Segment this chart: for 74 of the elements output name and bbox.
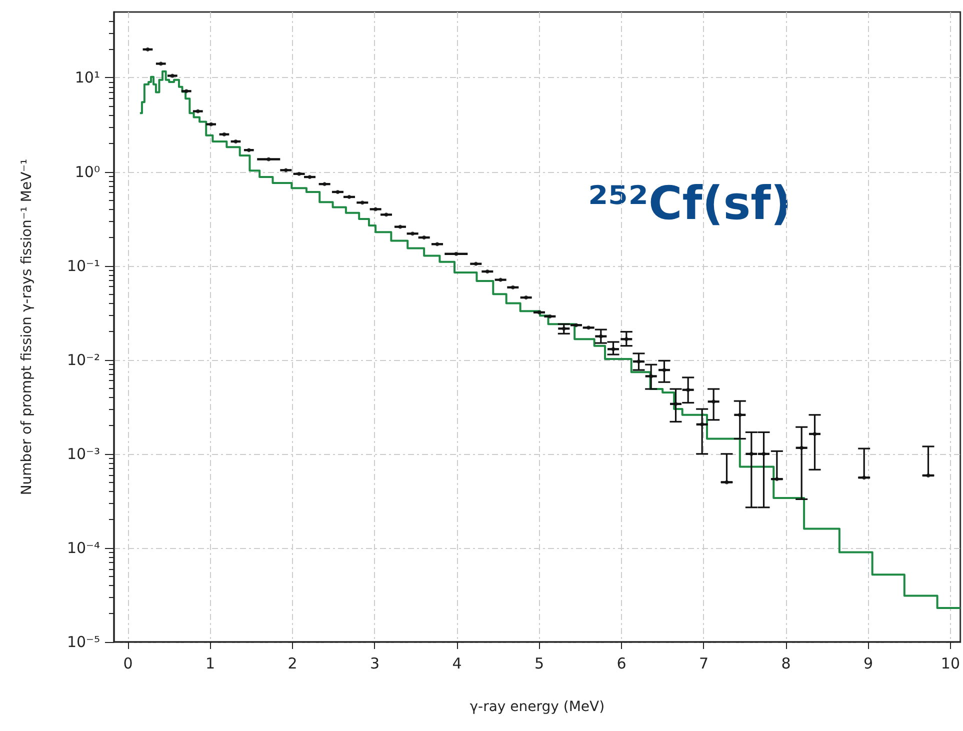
- point: [537, 310, 542, 314]
- point: [649, 374, 654, 378]
- point: [422, 236, 426, 240]
- point: [374, 207, 378, 212]
- y-tick-label: 10⁻¹: [66, 256, 100, 275]
- point: [812, 432, 817, 436]
- y-tick-label: 10⁻²: [66, 350, 100, 369]
- point: [800, 446, 804, 450]
- point: [562, 326, 566, 331]
- point: [347, 194, 352, 199]
- point: [598, 334, 603, 338]
- x-tick-label: 7: [698, 654, 708, 672]
- x-tick-label: 10: [940, 654, 960, 672]
- x-tick-label: 0: [123, 654, 133, 672]
- x-tick-label: 5: [534, 654, 544, 672]
- point: [158, 62, 163, 66]
- point: [498, 278, 503, 282]
- point: [297, 172, 302, 176]
- point: [454, 252, 458, 256]
- point: [712, 400, 716, 404]
- point: [738, 412, 742, 417]
- point: [398, 224, 402, 229]
- point: [624, 337, 628, 342]
- point: [548, 314, 552, 318]
- y-tick-label: 10⁰: [74, 162, 100, 181]
- x-tick-label: 1: [205, 654, 216, 672]
- point: [246, 148, 251, 152]
- point: [686, 388, 690, 392]
- point: [360, 200, 364, 205]
- y-axis-title: Number of prompt fission γ-rays fission⁻¹ MeV⁻¹: [19, 158, 35, 496]
- point: [410, 232, 415, 236]
- point: [662, 368, 666, 372]
- point: [146, 47, 150, 52]
- point: [674, 402, 678, 406]
- point: [724, 480, 729, 484]
- point: [196, 109, 200, 114]
- point: [284, 168, 288, 172]
- x-tick-label: 9: [863, 654, 873, 672]
- x-tick-label: 8: [781, 654, 791, 672]
- point: [524, 296, 528, 300]
- y-tick-label: 10⁻⁵: [66, 633, 100, 651]
- point: [336, 190, 340, 194]
- point: [611, 347, 616, 352]
- point: [209, 122, 214, 126]
- y-tick-label: 10⁻³: [66, 444, 100, 463]
- x-tick-label: 2: [288, 654, 298, 672]
- point: [170, 74, 174, 78]
- point: [926, 473, 930, 478]
- point: [266, 157, 271, 162]
- point: [184, 89, 188, 94]
- y-tick-label: 10⁻⁴: [66, 538, 100, 557]
- point: [308, 175, 312, 179]
- point: [222, 132, 226, 136]
- point: [862, 476, 866, 480]
- point: [574, 323, 578, 328]
- point: [474, 262, 478, 266]
- y-tick-label: 10¹: [74, 68, 100, 87]
- point: [636, 360, 641, 364]
- point: [586, 326, 591, 330]
- x-tick-label: 4: [452, 654, 462, 672]
- point: [762, 452, 766, 456]
- point: [749, 452, 754, 456]
- point: [774, 477, 779, 482]
- point: [435, 242, 440, 246]
- x-axis-title: γ-ray energy (MeV): [470, 699, 605, 715]
- point: [322, 182, 327, 186]
- annotation: ²⁵²Cf(sf): [588, 176, 792, 230]
- x-tick-label: 3: [370, 654, 380, 672]
- x-tick-label: 6: [616, 654, 626, 672]
- point: [510, 285, 515, 290]
- point: [384, 212, 388, 217]
- point: [485, 270, 490, 274]
- point: [700, 422, 704, 426]
- point: [234, 139, 238, 144]
